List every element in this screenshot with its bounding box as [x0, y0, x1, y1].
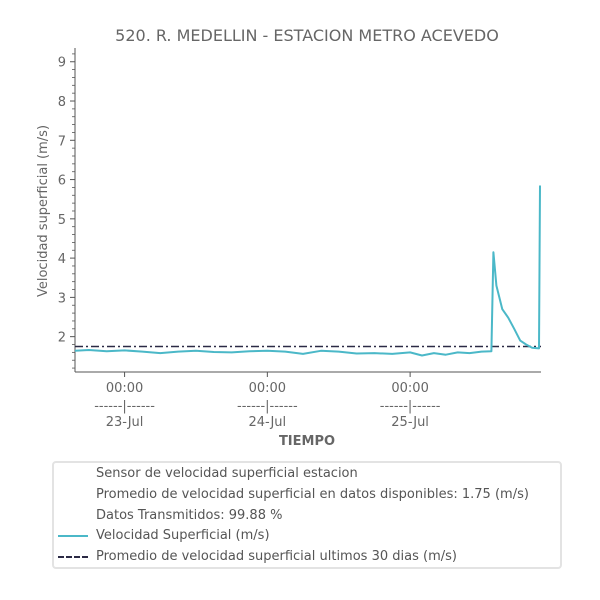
x-tick-separator: ------|------ — [380, 399, 441, 414]
legend-mean-label: Promedio de velocidad superficial ultimo… — [96, 549, 457, 564]
legend-entry-mean: Promedio de velocidad superficial ultimo… — [54, 547, 560, 567]
y-axis-label: Velocidad superficial (m/s) — [36, 125, 51, 297]
x-tick-time: 00:00 — [249, 381, 286, 396]
legend-series-label: Velocidad Superficial (m/s) — [96, 528, 270, 543]
y-tick-label: 3 — [58, 291, 66, 306]
y-tick-label: 8 — [58, 95, 66, 110]
y-tick-label: 6 — [58, 174, 66, 189]
x-tick-separator: ------|------ — [237, 399, 298, 414]
legend-info-sensor: Sensor de velocidad superficial estacion — [54, 464, 560, 484]
x-tick-time: 00:00 — [391, 381, 428, 396]
y-tick-label: 5 — [58, 213, 66, 228]
legend-info-text: Sensor de velocidad superficial estacion — [96, 466, 358, 481]
y-tick-label: 7 — [58, 134, 66, 149]
legend-info-text: Promedio de velocidad superficial en dat… — [96, 487, 529, 502]
legend-mean-swatch — [58, 556, 88, 558]
y-tick-label: 4 — [58, 252, 66, 267]
legend-entry-series: Velocidad Superficial (m/s) — [54, 526, 560, 546]
y-tick-label: 2 — [58, 331, 66, 346]
legend-info-transmitted: Datos Transmitidos: 99.88 % — [54, 506, 560, 526]
legend: Sensor de velocidad superficial estacion… — [52, 461, 562, 569]
series-line-velocidad — [74, 185, 541, 357]
x-tick-date: 25-Jul — [391, 415, 429, 430]
y-tick-label: 9 — [58, 56, 66, 71]
chart-title: 520. R. MEDELLIN - ESTACION METRO ACEVED… — [115, 26, 499, 45]
x-tick-date: 23-Jul — [106, 415, 144, 430]
x-axis-label: TIEMPO — [279, 434, 335, 449]
legend-info-average: Promedio de velocidad superficial en dat… — [54, 485, 560, 505]
x-tick-time: 00:00 — [106, 381, 143, 396]
x-tick-date: 24-Jul — [249, 415, 287, 430]
legend-series-swatch — [58, 535, 88, 537]
x-tick-separator: ------|------ — [94, 399, 155, 414]
legend-info-text: Datos Transmitidos: 99.88 % — [96, 508, 283, 523]
